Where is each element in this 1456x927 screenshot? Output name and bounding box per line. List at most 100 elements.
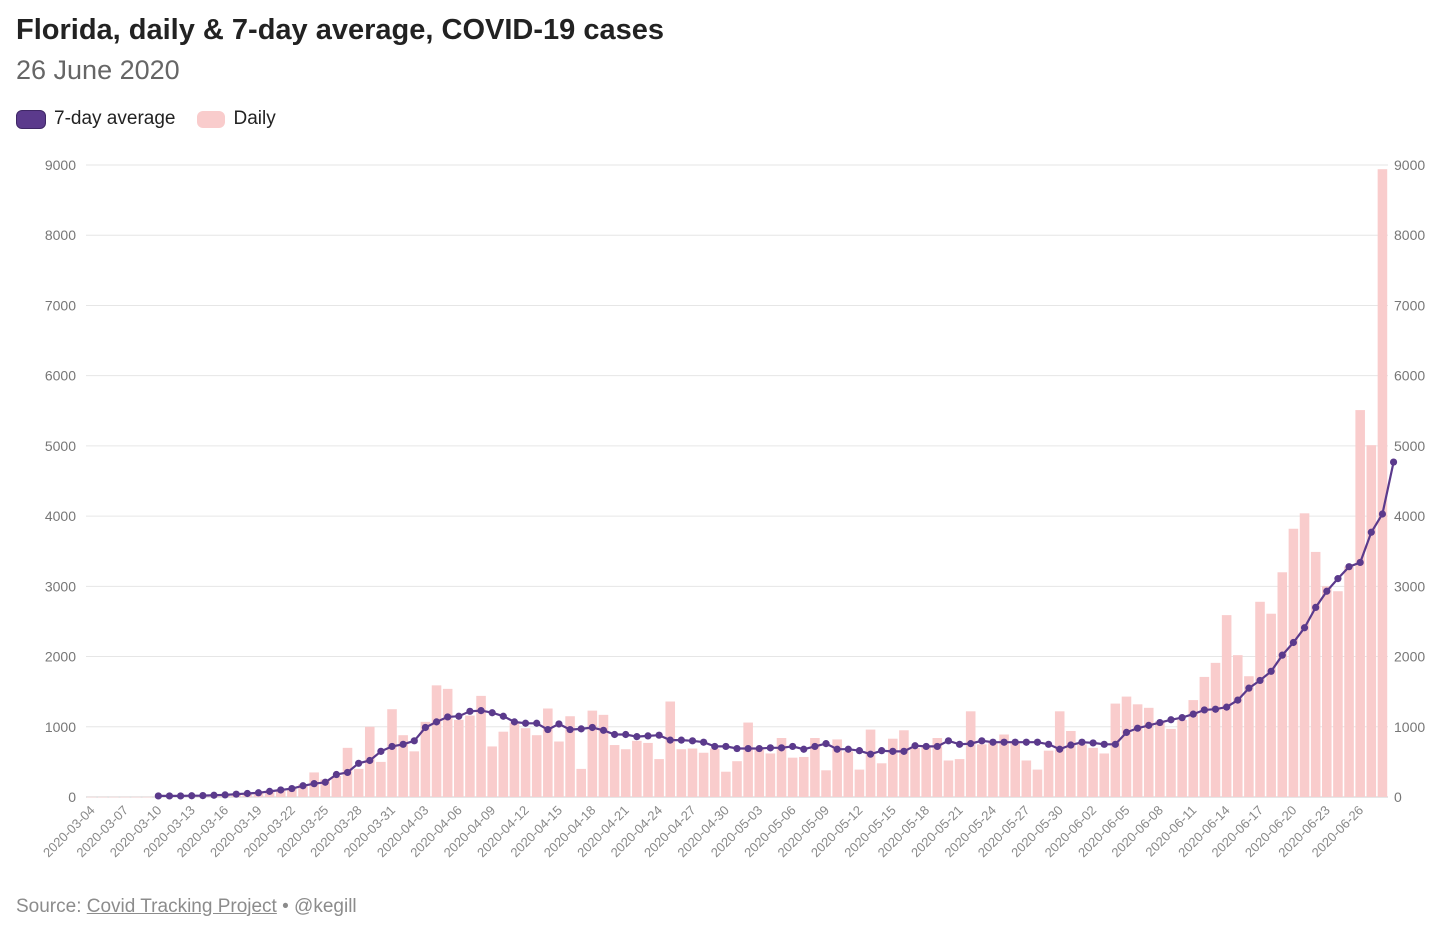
avg-point-109 [1367,528,1375,536]
avg-point-82 [1067,741,1075,749]
y-tick-right-6000: 6000 [1394,368,1425,384]
y-tick-left-0: 0 [68,789,76,805]
bar-daily-38 [509,722,520,797]
seven-day-average-line [154,458,1398,800]
bar-daily-79 [965,711,976,797]
avg-point-34 [533,719,541,727]
bar-daily-5 [142,796,152,798]
bar-daily-99 [1188,700,1199,797]
avg-point-35 [544,725,552,734]
avg-point-100 [1267,667,1275,675]
y-tick-left-2000: 2000 [45,649,76,665]
avg-point-58 [800,745,808,753]
avg-point-50 [711,742,719,751]
avg-point-93 [1189,710,1197,718]
avg-point-85 [1100,740,1108,748]
avg-point-14 [310,780,318,788]
avg-point-39 [588,723,596,732]
y-tick-left-7000: 7000 [45,297,76,313]
avg-point-107 [1345,563,1353,571]
bar-daily-66 [821,770,831,797]
bar-daily-52 [665,701,676,797]
avg-point-55 [766,744,774,752]
avg-point-83 [1078,738,1086,746]
bar-daily-32 [442,688,453,797]
avg-point-57 [789,742,797,751]
bar-daily-29 [409,751,420,797]
avg-point-101 [1278,651,1286,659]
avg-point-87 [1122,728,1131,736]
legend-item-daily[interactable]: Daily [197,108,276,130]
avg-point-79 [1033,738,1042,746]
avg-point-105 [1323,587,1331,595]
bar-daily-92 [1110,703,1121,797]
bar-daily-36 [487,746,497,797]
avg-point-102 [1289,638,1298,647]
avg-point-44 [644,732,652,740]
bar-daily-116 [1377,169,1388,798]
legend-item-7-day-average[interactable]: 7-day average [16,108,175,130]
avg-point-106 [1334,575,1342,583]
avg-point-72 [955,740,964,748]
bar-daily-61 [765,753,776,797]
avg-point-94 [1200,706,1208,714]
bar-daily-44 [576,768,586,797]
bar-daily-114 [1355,410,1365,797]
y-tick-right-4000: 4000 [1394,508,1425,524]
bar-daily-81 [988,742,998,797]
avg-point-28 [466,707,474,715]
bar-daily-106 [1266,613,1276,797]
avg-point-54 [755,744,763,753]
bar-daily-94 [1132,704,1143,797]
bar-daily-105 [1255,601,1265,797]
y-tick-right-1000: 1000 [1394,719,1425,735]
legend-swatch-daily [197,110,226,128]
bar-daily-47 [609,745,620,797]
daily-bars [86,169,1388,798]
avg-point-71 [944,737,953,745]
bar-daily-0 [86,796,97,798]
gridlines [86,164,1388,798]
y-tick-right-2000: 2000 [1394,649,1425,665]
avg-point-31 [499,712,507,720]
bar-daily-19 [298,784,308,797]
avg-point-49 [700,738,708,746]
avg-point-68 [911,742,919,750]
bar-daily-53 [676,749,687,797]
avg-point-96 [1223,703,1231,711]
avg-point-70 [933,742,941,751]
avg-point-12 [288,784,296,793]
bar-daily-45 [587,710,598,797]
bar-daily-27 [387,709,397,797]
bar-daily-3 [120,796,130,798]
avg-point-64 [866,750,875,758]
avg-point-53 [744,744,752,753]
bar-daily-98 [1177,719,1187,797]
avg-point-19 [366,756,374,765]
bar-daily-26 [376,761,386,797]
bar-daily-37 [498,731,509,797]
avg-point-37 [566,725,574,734]
avg-point-76 [1000,738,1008,746]
avg-point-1 [165,792,174,800]
bar-daily-57 [721,771,731,797]
avg-point-38 [577,725,585,733]
chart-title: Florida, daily & 7-day average, COVID-19… [16,14,664,46]
avg-point-63 [855,747,864,755]
avg-point-0 [154,792,162,800]
bar-daily-72 [888,738,898,797]
bar-daily-101 [1210,662,1221,797]
avg-point-16 [332,770,340,779]
source-link[interactable]: Covid Tracking Project [86,896,277,917]
avg-point-95 [1211,705,1220,713]
y-axis-left: 0 1000 2000 3000 4000 5000 6000 7000 8000 9000 [45,157,76,805]
avg-point-99 [1256,676,1264,685]
bar-daily-74 [910,747,920,797]
legend: 7-day average Daily [16,108,298,130]
bar-daily-41 [543,708,553,797]
avg-point-27 [455,712,463,720]
bar-daily-89 [1077,744,1087,797]
bar-daily-22 [331,775,342,797]
bar-daily-42 [554,741,564,797]
avg-point-25 [432,718,441,726]
